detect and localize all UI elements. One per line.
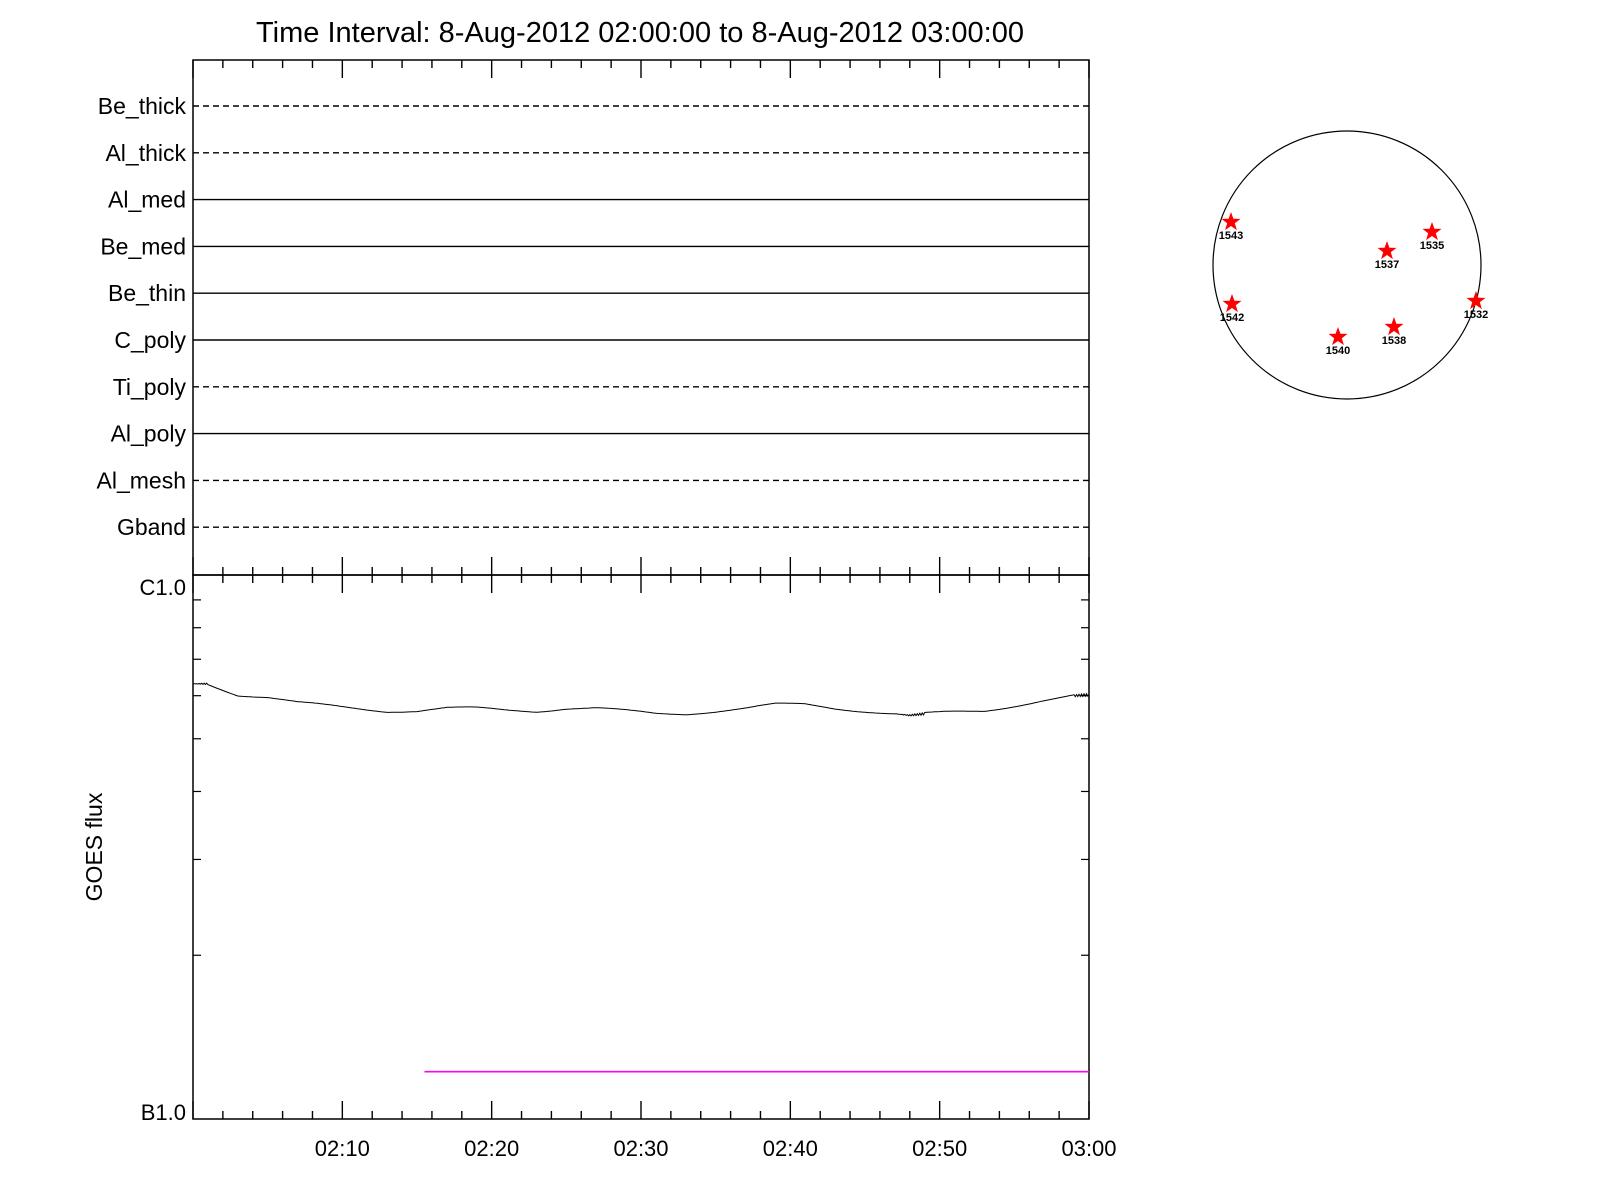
active-region-star bbox=[1377, 241, 1397, 260]
channel-label-Ti_poly: Ti_poly bbox=[113, 374, 187, 400]
y-tick-label-bottom: B1.0 bbox=[141, 1100, 186, 1125]
channel-panel-ticks bbox=[192, 60, 1090, 575]
channel-label-Al_med: Al_med bbox=[108, 187, 186, 213]
solar-disk bbox=[1212, 130, 1482, 400]
active-region-star bbox=[1221, 212, 1241, 231]
channel-label-Be_med: Be_med bbox=[100, 233, 186, 259]
x-tick-label: 02:10 bbox=[315, 1136, 370, 1161]
active-region-label: 1538 bbox=[1382, 335, 1406, 347]
x-axis-tick-labels: 02:10 02:20 02:30 02:40 02:50 03:00 bbox=[315, 1136, 1117, 1161]
channel-label-C_poly: C_poly bbox=[114, 327, 186, 353]
channel-panel: Be_thick Al_thick Al_med Be_med Be_thin C_pol… bbox=[97, 93, 1089, 540]
y-axis-label: GOES flux bbox=[81, 792, 107, 901]
goes-flux-line bbox=[192, 682, 1090, 717]
active-region-star bbox=[1384, 317, 1404, 336]
x-tick-label: 02:20 bbox=[464, 1136, 519, 1161]
active-regions: 1543 1535 1537 1542 1532 1538 1540 bbox=[1219, 212, 1488, 357]
goes-panel-frame bbox=[192, 574, 1090, 1120]
x-tick-label: 02:30 bbox=[613, 1136, 668, 1161]
y-tick-label-top: C1.0 bbox=[140, 575, 186, 600]
active-region-label: 1532 bbox=[1464, 309, 1488, 321]
active-region-label: 1543 bbox=[1219, 230, 1243, 242]
active-region-star bbox=[1466, 291, 1486, 310]
active-region-star bbox=[1328, 327, 1348, 346]
channel-label-Al_thick: Al_thick bbox=[105, 140, 186, 166]
active-region-label: 1542 bbox=[1220, 312, 1244, 324]
chart-title: Time Interval: 8-Aug-2012 02:00:00 to 8-… bbox=[256, 17, 1024, 49]
active-region-label: 1535 bbox=[1420, 240, 1444, 252]
channel-label-Be_thick: Be_thick bbox=[98, 93, 187, 119]
channel-panel-frame bbox=[192, 59, 1090, 576]
active-region-star bbox=[1222, 294, 1242, 313]
channel-label-Al_mesh: Al_mesh bbox=[97, 467, 186, 493]
channel-label-Al_poly: Al_poly bbox=[111, 421, 187, 447]
x-tick-label: 02:40 bbox=[763, 1136, 818, 1161]
goes-panel-ticks bbox=[192, 575, 1090, 1119]
x-tick-label: 02:50 bbox=[912, 1136, 967, 1161]
goes-series bbox=[192, 682, 1090, 1073]
active-region-label: 1540 bbox=[1326, 345, 1350, 357]
active-region-label: 1537 bbox=[1375, 259, 1399, 271]
channel-label-Gband: Gband bbox=[117, 514, 186, 540]
x-tick-label: 03:00 bbox=[1061, 1136, 1116, 1161]
channel-label-Be_thin: Be_thin bbox=[108, 280, 186, 306]
active-region-star bbox=[1422, 222, 1442, 241]
